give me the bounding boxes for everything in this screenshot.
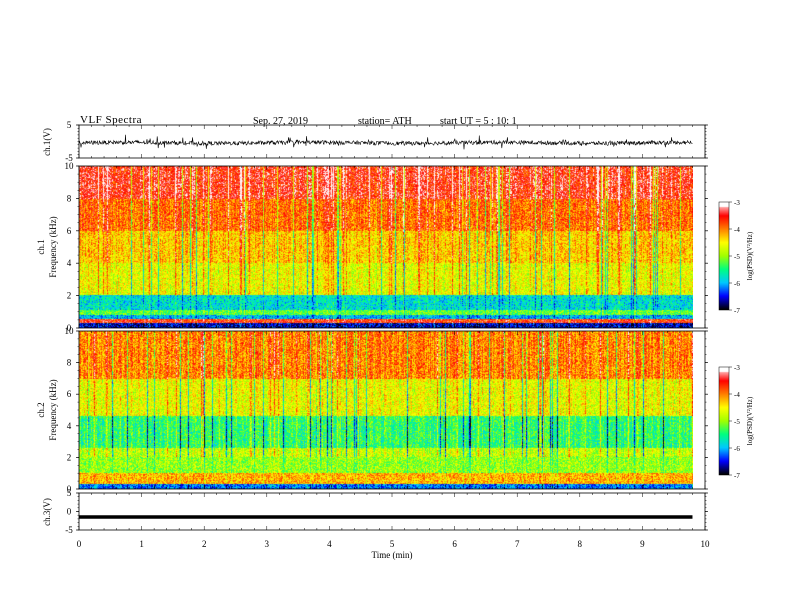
- colorbar-tick-label: -4: [734, 226, 740, 234]
- x-axis-label: Time (min): [372, 550, 413, 560]
- ch2-spec-ylabel-a: ch.2: [36, 402, 46, 417]
- y-tick-label: 2: [67, 291, 72, 301]
- y-tick-label: 8: [67, 193, 72, 203]
- x-tick-label: 8: [578, 539, 583, 549]
- panel-frame: [78, 492, 706, 531]
- ch1-spec-ylabel-b: Frequency (kHz): [48, 216, 58, 277]
- y-tick-label: 5: [67, 488, 72, 498]
- x-tick-label: 9: [640, 539, 645, 549]
- y-tick-label: 10: [65, 326, 75, 336]
- y-tick-label: -5: [65, 525, 73, 535]
- ch1-colorbar-frame: [718, 201, 730, 311]
- panel-frame: [78, 330, 706, 490]
- colorbar-tick-label: -4: [734, 391, 740, 399]
- ch2-spec-ylabel-b: Frequency (kHz): [48, 379, 58, 440]
- y-tick-label: 0: [67, 507, 72, 517]
- y-tick-label: 2: [67, 452, 72, 462]
- ch3-ylabel: ch.3(V): [42, 498, 52, 526]
- x-tick-label: 1: [139, 539, 144, 549]
- y-tick-label: 6: [67, 389, 72, 399]
- colorbar-tick-label: -3: [734, 364, 740, 372]
- y-tick-label: 6: [67, 226, 72, 236]
- colorbar-tick-label: -6: [734, 445, 740, 453]
- start-time-label: start UT = 5 : 10: 1: [440, 116, 517, 127]
- colorbar-tick-label: -5: [734, 253, 740, 261]
- colorbar-tick-label: -7: [734, 307, 740, 315]
- x-tick-label: 7: [515, 539, 520, 549]
- ch1-colorbar-label: log(PSD)(V²/Hz): [746, 231, 754, 280]
- ch1-colorbar: [719, 202, 729, 310]
- x-tick-label: 3: [265, 539, 270, 549]
- ch2-colorbar: [719, 367, 729, 475]
- y-tick-label: 8: [67, 358, 72, 368]
- x-tick-label: 10: [701, 539, 711, 549]
- colorbar-tick-label: -5: [734, 418, 740, 426]
- colorbar-tick-label: -3: [734, 199, 740, 207]
- ch2-colorbar-frame: [718, 366, 730, 476]
- figure-date: Sep. 27, 2019: [253, 116, 308, 127]
- panel-frame: [78, 165, 706, 329]
- figure-title: VLF Spectra: [80, 114, 143, 126]
- ch2-colorbar-label: log(PSD)(V²/Hz): [746, 396, 754, 445]
- ch1-spectrogram-image: [79, 166, 693, 328]
- station-label: station= ATH: [358, 116, 412, 127]
- x-tick-label: 2: [202, 539, 207, 549]
- ch1-spec-ylabel-a: ch.1: [36, 239, 46, 254]
- y-tick-label: 4: [67, 258, 72, 268]
- colorbar-tick-label: -6: [734, 280, 740, 288]
- y-tick-label: 0: [67, 484, 72, 494]
- y-tick-label: -5: [65, 153, 73, 163]
- x-tick-label: 4: [327, 539, 332, 549]
- x-tick-label: 5: [390, 539, 395, 549]
- y-tick-label: 0: [67, 323, 72, 333]
- ch2-spectrogram-image: [79, 331, 693, 489]
- x-tick-label: 6: [452, 539, 457, 549]
- x-tick-label: 0: [77, 539, 82, 549]
- y-tick-label: 4: [67, 421, 72, 431]
- colorbar-tick-label: -7: [734, 472, 740, 480]
- ch1-ylabel: ch.1(V): [42, 128, 52, 156]
- y-tick-label: 5: [67, 120, 72, 130]
- y-tick-label: 10: [65, 161, 75, 171]
- ch1-waveform-line: [78, 134, 693, 150]
